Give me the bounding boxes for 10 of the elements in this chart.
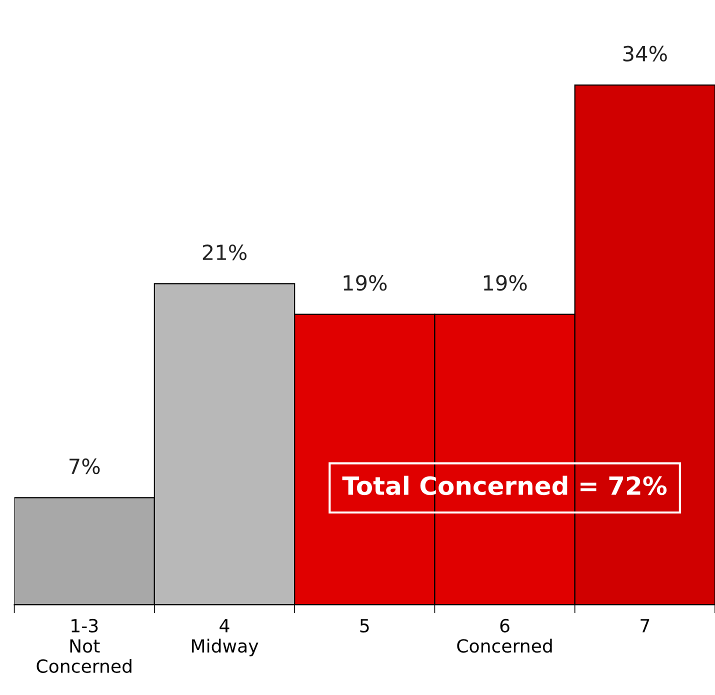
data-label: 19% xyxy=(344,275,387,291)
data-label: 19% xyxy=(484,275,527,291)
data-label: 34% xyxy=(623,46,667,62)
x-tick-label: 1-3 Not Concerned xyxy=(36,618,132,673)
x-tick-label: 7 xyxy=(640,619,650,632)
data-label: 7% xyxy=(70,458,100,474)
data-label: 21% xyxy=(202,244,247,260)
x-tick-label: 4 Midway xyxy=(192,619,258,656)
x-tick-label: 5 xyxy=(360,619,369,633)
x-tick-label: 6 Concerned xyxy=(457,618,552,653)
